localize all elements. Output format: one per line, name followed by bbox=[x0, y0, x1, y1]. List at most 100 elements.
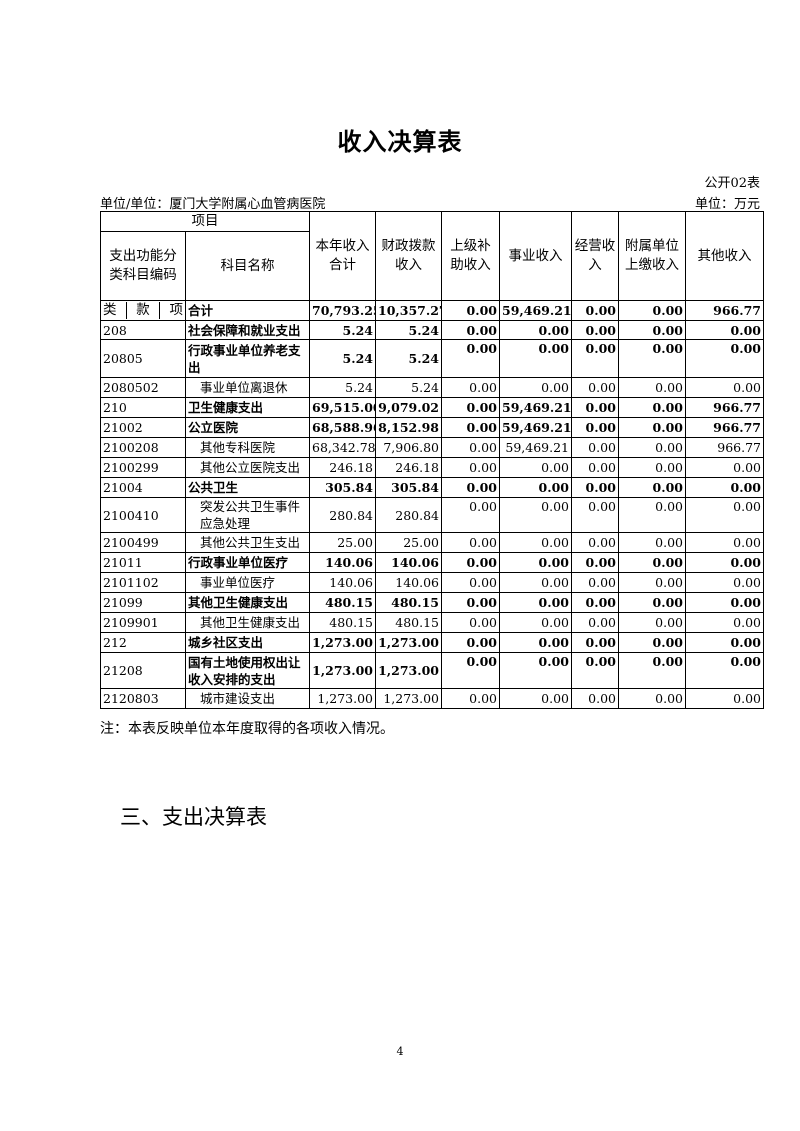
row-value: 0.00 bbox=[571, 688, 619, 709]
row-value: 0.00 bbox=[441, 477, 500, 498]
header-col: 上级补助收入 bbox=[441, 211, 500, 301]
row-value: 0.00 bbox=[571, 377, 619, 398]
row-value: 0.00 bbox=[618, 377, 686, 398]
row-name: 公立医院 bbox=[185, 417, 310, 438]
row-value: 0.00 bbox=[441, 592, 500, 613]
row-value: 0.00 bbox=[685, 552, 764, 573]
row-value: 5.24 bbox=[375, 320, 442, 340]
row-name: 事业单位医疗 bbox=[185, 572, 310, 593]
table-row: 类款项合计 70,793.25 10,357.27 0.00 59,469.21 0.00… bbox=[100, 300, 764, 321]
row-value: 0.00 bbox=[571, 572, 619, 593]
row-value: 68,342.78 bbox=[309, 437, 376, 458]
row-value: 280.84 bbox=[375, 497, 442, 533]
row-value: 1,273.00 bbox=[309, 632, 376, 653]
row-value: 0.00 bbox=[618, 457, 686, 478]
row-name: 突发公共卫生事件应急处理 bbox=[185, 497, 310, 533]
row-value: 0.00 bbox=[685, 632, 764, 653]
row-value: 1,273.00 bbox=[375, 688, 442, 709]
lei-kuan-xiang: 类款项 bbox=[100, 300, 186, 321]
header-code: 支出功能分类科目编码 bbox=[100, 231, 186, 301]
table-row: 21099 其他卫生健康支出 480.15 480.15 0.00 0.00 0.00 0.0… bbox=[100, 592, 764, 613]
header-col: 经营收入 bbox=[571, 211, 619, 301]
row-value: 0.00 bbox=[618, 632, 686, 653]
row-value: 0.00 bbox=[571, 652, 619, 689]
table-row: 2100410 突发公共卫生事件应急处理 280.84 280.84 0.00 0.00 0… bbox=[100, 497, 764, 533]
row-name: 公共卫生 bbox=[185, 477, 310, 498]
row-value: 0.00 bbox=[499, 339, 572, 378]
row-code: 21002 bbox=[100, 417, 186, 438]
row-value: 0.00 bbox=[441, 612, 500, 633]
row-value: 9,079.02 bbox=[375, 397, 442, 418]
row-value: 0.00 bbox=[685, 572, 764, 593]
table-note: 注：本表反映单位本年度取得的各项收入情况。 bbox=[100, 721, 394, 737]
row-value: 0.00 bbox=[618, 320, 686, 340]
row-value: 0.00 bbox=[685, 497, 764, 533]
row-value: 0.00 bbox=[441, 300, 500, 321]
row-value: 59,469.21 bbox=[499, 397, 572, 418]
row-code: 2101102 bbox=[100, 572, 186, 593]
row-value: 8,152.98 bbox=[375, 417, 442, 438]
row-value: 480.15 bbox=[375, 592, 442, 613]
header-col: 财政拨款收入 bbox=[375, 211, 442, 301]
row-code: 2080502 bbox=[100, 377, 186, 398]
table-row: 20805 行政事业单位养老支出 5.24 5.24 0.00 0.00 0.00 0.00 0… bbox=[100, 339, 764, 378]
page-number: 4 bbox=[396, 1045, 404, 1058]
row-value: 0.00 bbox=[571, 632, 619, 653]
row-value: 5.24 bbox=[375, 339, 442, 378]
row-value: 1,273.00 bbox=[309, 652, 376, 689]
row-value: 0.00 bbox=[685, 612, 764, 633]
row-code: 210 bbox=[100, 397, 186, 418]
row-value: 0.00 bbox=[499, 652, 572, 689]
row-value: 0.00 bbox=[441, 552, 500, 573]
header-item: 项目 bbox=[100, 211, 310, 232]
row-value: 0.00 bbox=[571, 612, 619, 633]
row-value: 0.00 bbox=[685, 339, 764, 378]
row-value: 0.00 bbox=[499, 457, 572, 478]
row-value: 5.24 bbox=[375, 377, 442, 398]
row-value: 0.00 bbox=[618, 592, 686, 613]
row-value: 0.00 bbox=[685, 592, 764, 613]
table-row: 21004 公共卫生 305.84 305.84 0.00 0.00 0.00 0.00 0.0… bbox=[100, 477, 764, 498]
table-row: 2100499 其他公共卫生支出 25.00 25.00 0.00 0.00 0.00 0.0… bbox=[100, 532, 764, 553]
row-value: 0.00 bbox=[441, 688, 500, 709]
header-name: 科目名称 bbox=[185, 231, 310, 301]
row-value: 0.00 bbox=[571, 339, 619, 378]
table-row: 2080502 事业单位离退休 5.24 5.24 0.00 0.00 0.00 0.00 0.… bbox=[100, 377, 764, 398]
row-value: 0.00 bbox=[441, 532, 500, 553]
row-value: 0.00 bbox=[499, 377, 572, 398]
row-value: 5.24 bbox=[309, 377, 376, 398]
row-value: 0.00 bbox=[441, 437, 500, 458]
row-value: 0.00 bbox=[618, 552, 686, 573]
row-code: 2120803 bbox=[100, 688, 186, 709]
row-code: 212 bbox=[100, 632, 186, 653]
row-code: 21208 bbox=[100, 652, 186, 689]
row-value: 0.00 bbox=[618, 688, 686, 709]
row-value: 0.00 bbox=[685, 477, 764, 498]
table-row: 2100299 其他公立医院支出 246.18 246.18 0.00 0.00 0.00 0… bbox=[100, 457, 764, 478]
row-value: 0.00 bbox=[571, 497, 619, 533]
row-value: 966.77 bbox=[685, 300, 764, 321]
row-value: 305.84 bbox=[375, 477, 442, 498]
header-col: 本年收入合计 bbox=[309, 211, 376, 301]
table-row: 2100208 其他专科医院 68,342.78 7,906.80 0.00 59,469… bbox=[100, 437, 764, 458]
header-col: 事业收入 bbox=[499, 211, 572, 301]
table-row: 2109901 其他卫生健康支出 480.15 480.15 0.00 0.00 0.00 0… bbox=[100, 612, 764, 633]
row-value: 1,273.00 bbox=[375, 632, 442, 653]
row-value: 59,469.21 bbox=[499, 437, 572, 458]
row-name: 事业单位离退休 bbox=[185, 377, 310, 398]
table-row: 21208 国有土地使用权出让收入安排的支出 1,273.00 1,273.00 0.0… bbox=[100, 652, 764, 689]
row-value: 0.00 bbox=[685, 377, 764, 398]
table-row: 21002 公立医院 68,588.96 8,152.98 0.00 59,469.21 0… bbox=[100, 417, 764, 438]
row-value: 480.15 bbox=[309, 612, 376, 633]
row-value: 1,273.00 bbox=[309, 688, 376, 709]
row-value: 1,273.00 bbox=[375, 652, 442, 689]
row-value: 0.00 bbox=[685, 652, 764, 689]
row-value: 0.00 bbox=[441, 457, 500, 478]
row-value: 0.00 bbox=[571, 477, 619, 498]
table-row: 2120803 城市建设支出 1,273.00 1,273.00 0.00 0.00 0.0… bbox=[100, 688, 764, 709]
row-value: 0.00 bbox=[441, 417, 500, 438]
row-value: 0.00 bbox=[571, 437, 619, 458]
row-value: 5.24 bbox=[309, 339, 376, 378]
row-value: 0.00 bbox=[618, 397, 686, 418]
row-value: 0.00 bbox=[441, 377, 500, 398]
